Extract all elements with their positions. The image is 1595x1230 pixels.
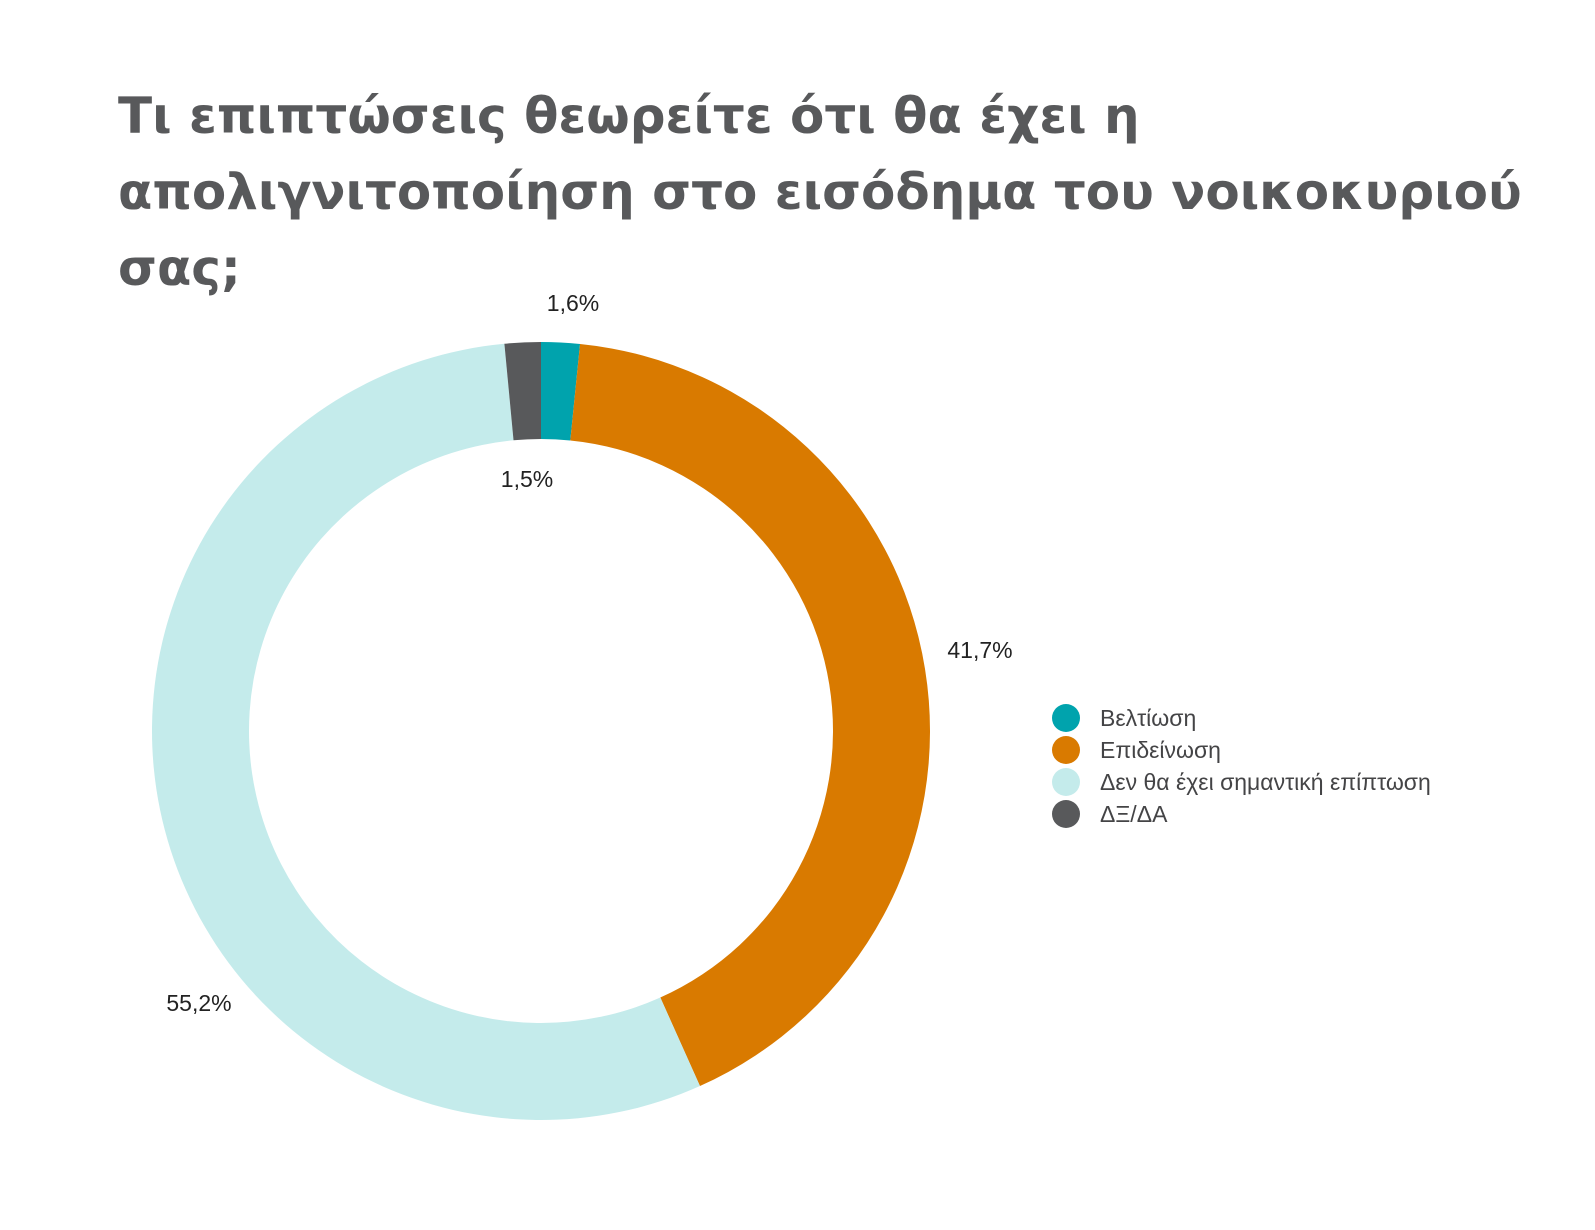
slice-dk-na: [504, 342, 541, 441]
legend-item-improvement: Βελτίωση: [1052, 702, 1431, 734]
legend-label: ΔΞ/ΔΑ: [1100, 800, 1168, 827]
slice-label-improvement: 1,6%: [547, 290, 599, 316]
slice-label-dk-na: 1,5%: [501, 466, 553, 492]
legend-swatch: [1052, 800, 1080, 828]
legend-label: Δεν θα έχει σημαντική επίπτωση: [1100, 768, 1431, 795]
slice-label-worsening: 41,7%: [947, 637, 1012, 663]
chart-title: Τι επιπτώσεις θεωρείτε ότι θα έχει η απο…: [118, 87, 1522, 297]
legend-label: Βελτίωση: [1100, 704, 1197, 731]
legend-swatch: [1052, 704, 1080, 732]
slice-label-no-impact: 55,2%: [166, 990, 231, 1016]
slice-no-impact: [151, 343, 700, 1121]
legend-swatch: [1052, 768, 1080, 796]
slice-improvement: [541, 342, 581, 441]
legend-item-worsening: Επιδείνωση: [1052, 734, 1431, 766]
chart-legend: Βελτίωση Επιδείνωση Δεν θα έχει σημαντικ…: [1052, 702, 1431, 830]
legend-item-no-impact: Δεν θα έχει σημαντική επίπτωση: [1052, 766, 1431, 798]
legend-item-dk-na: ΔΞ/ΔΑ: [1052, 798, 1431, 830]
legend-label: Επιδείνωση: [1100, 736, 1221, 763]
donut-slices: [151, 342, 930, 1121]
slice-worsening: [570, 343, 930, 1087]
legend-swatch: [1052, 736, 1080, 764]
slice-labels: 1,6% 41,7% 55,2% 1,5%: [166, 290, 1012, 1016]
